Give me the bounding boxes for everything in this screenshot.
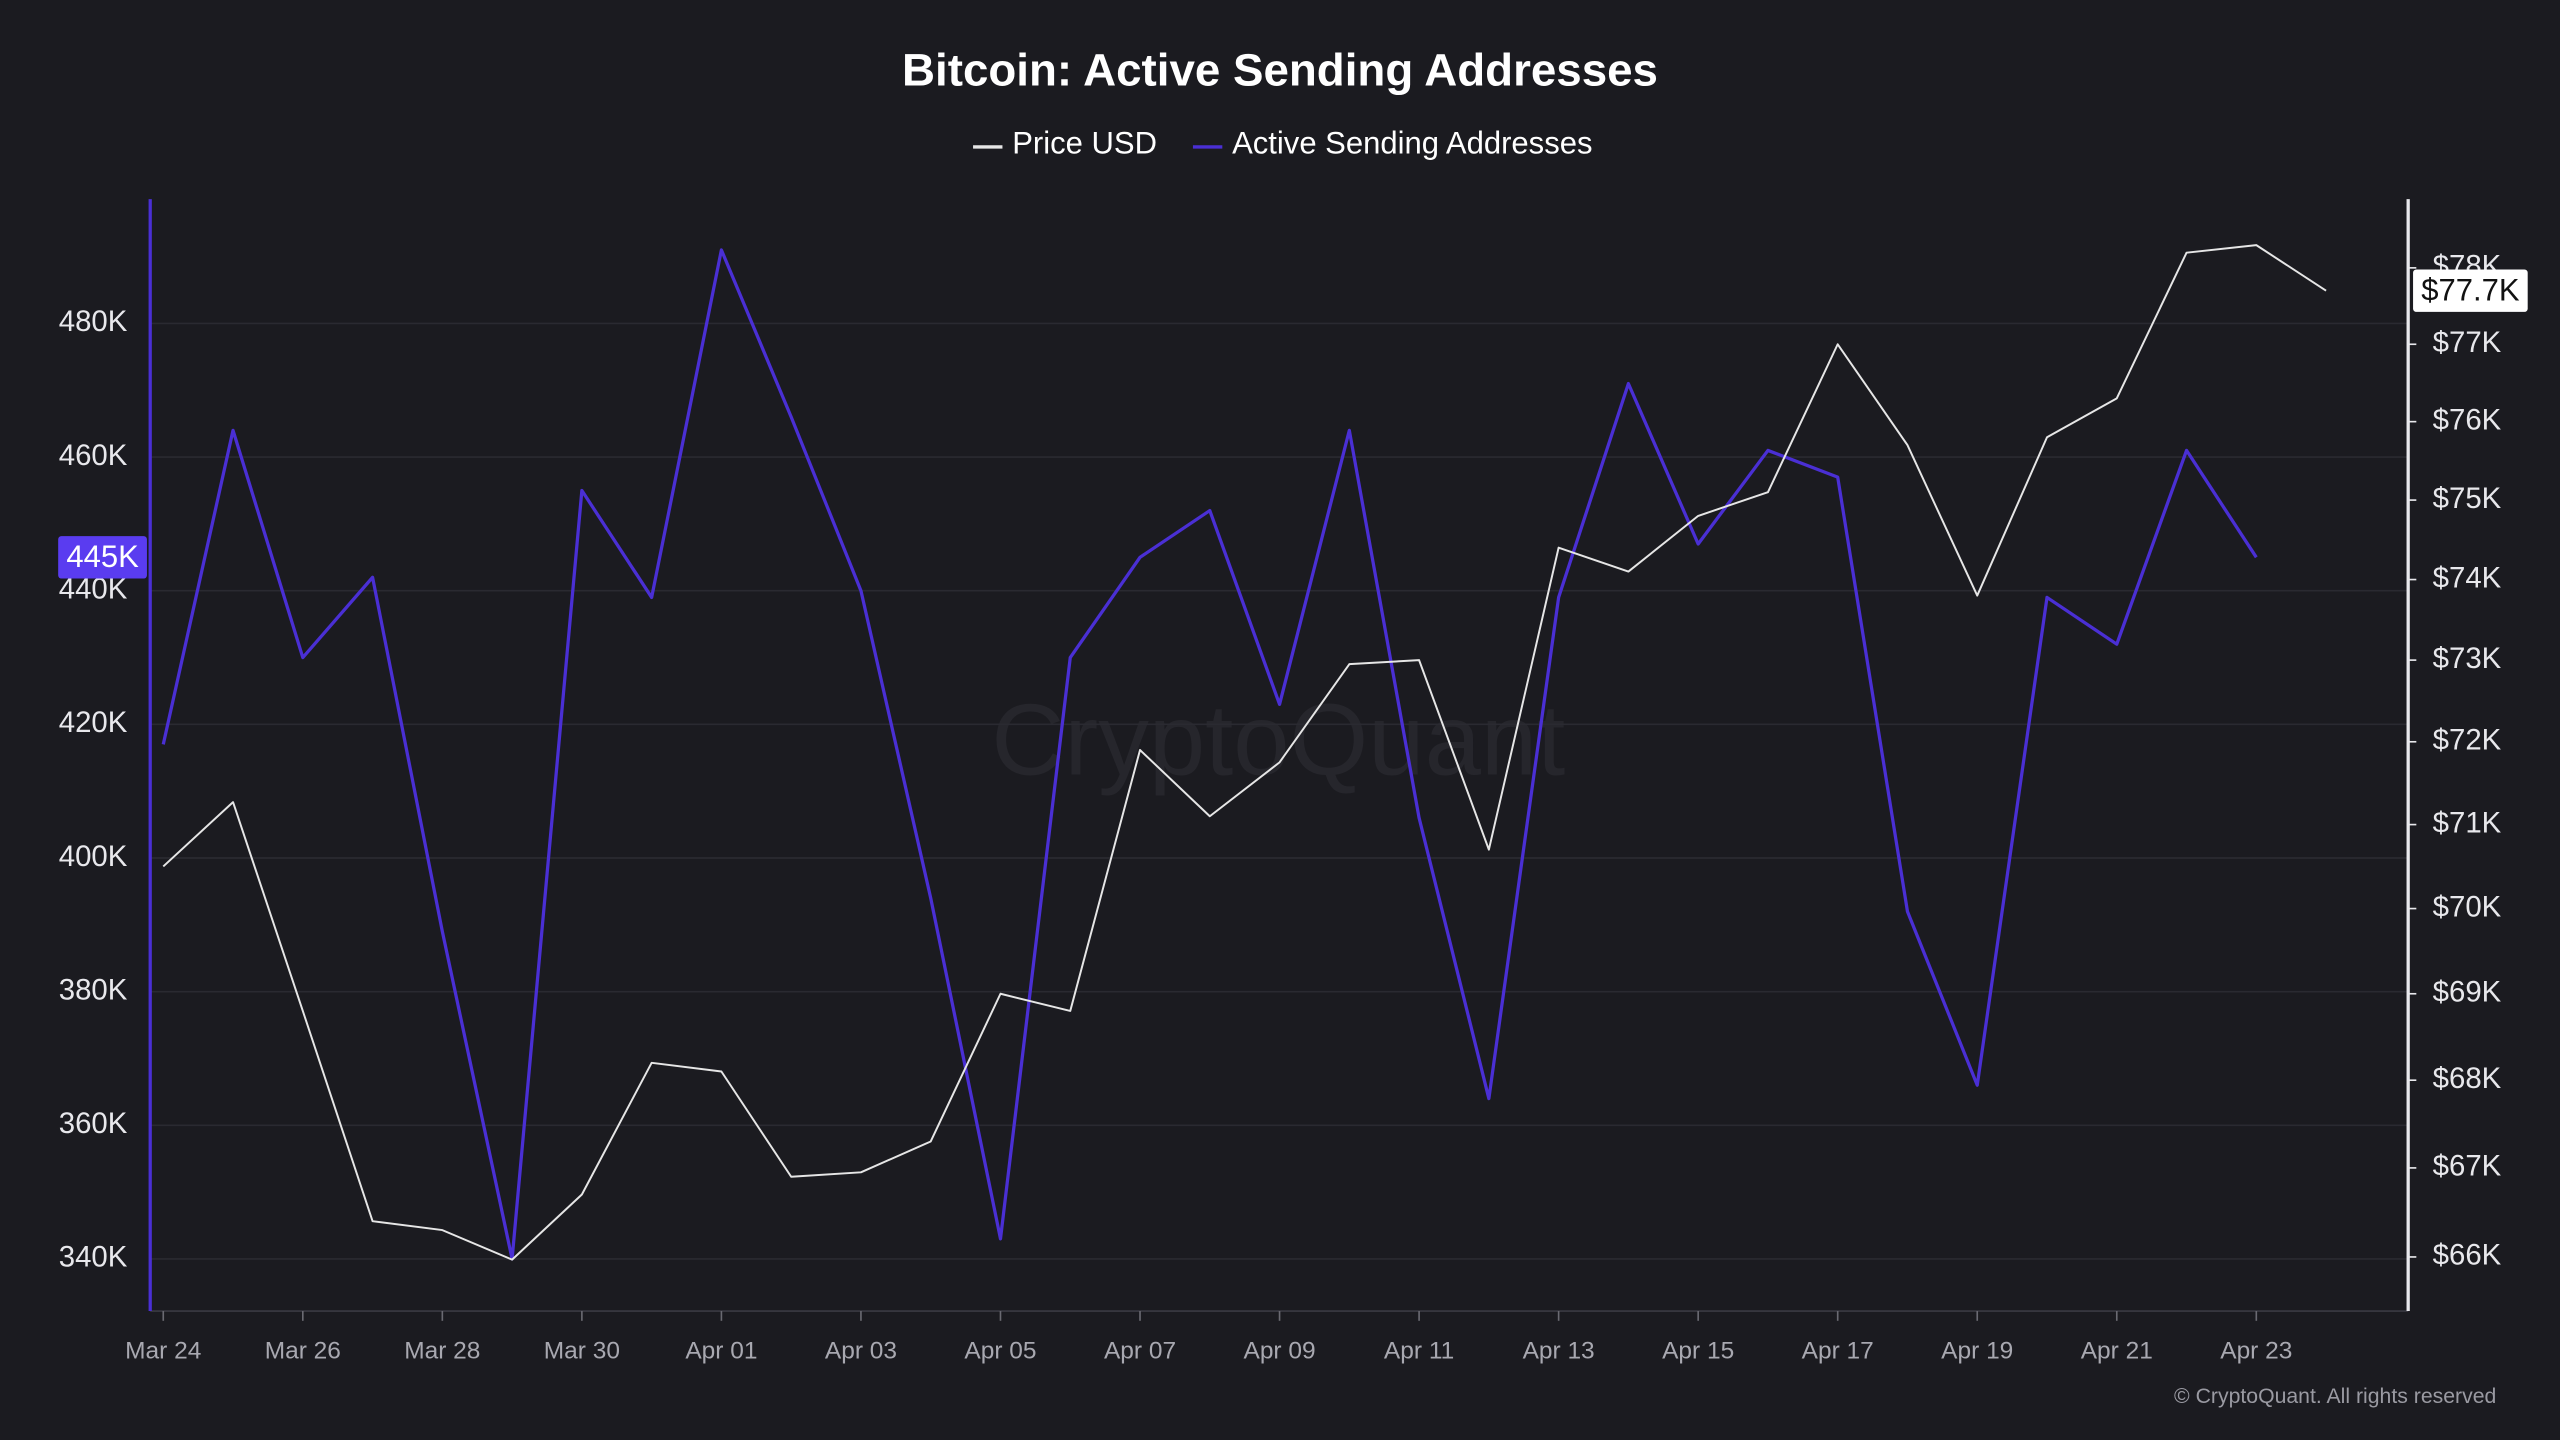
y-tick-label: 460K [59, 439, 128, 472]
x-tick-label: Apr 11 [1384, 1337, 1454, 1364]
badge-box [58, 536, 147, 579]
value-badge: $77.7K [2413, 269, 2528, 312]
x-tick-label: Apr 09 [1244, 1337, 1316, 1364]
value-label: $77.7K [2421, 272, 2520, 307]
x-tick-label: Mar 24 [125, 1337, 201, 1364]
credit: © CryptoQuant. All rights reserved [2174, 1385, 2496, 1408]
y2-tick-label: $68K [2433, 1062, 2502, 1095]
x-tick-label: Apr 17 [1802, 1337, 1874, 1364]
x-tick-label: Mar 28 [404, 1337, 480, 1364]
x-tick-label: Apr 05 [964, 1337, 1036, 1364]
y2-tick-label: $74K [2433, 561, 2502, 594]
y2-tick-label: $66K [2433, 1239, 2502, 1272]
y2-tick-label: $67K [2433, 1150, 2502, 1183]
x-tick-label: Apr 15 [1662, 1337, 1734, 1364]
legend: Price USD Active Sending Addresses [973, 125, 1592, 160]
y2-tick-label: $73K [2433, 642, 2502, 675]
legend-label: Active Sending Addresses [1232, 125, 1592, 160]
legend-label: Price USD [1012, 125, 1157, 160]
badge-box [2413, 269, 2528, 312]
x-tick-label: Mar 30 [544, 1337, 620, 1364]
y-tick-label: 360K [59, 1107, 128, 1140]
x-tick-label: Apr 01 [685, 1337, 757, 1364]
y2-tick-label: $76K [2433, 403, 2502, 436]
x-tick-label: Apr 03 [825, 1337, 897, 1364]
series-line [162, 244, 2327, 1261]
y2-tick-label: $70K [2433, 890, 2502, 923]
y-tick-label: 400K [59, 840, 128, 873]
x-tick-label: Apr 23 [2220, 1337, 2292, 1364]
x-tick-label: Apr 13 [1523, 1337, 1595, 1364]
x-tick-label: Mar 26 [265, 1337, 341, 1364]
y2-tick-label: $71K [2433, 806, 2502, 839]
chart-title: Bitcoin: Active Sending Addresses [902, 45, 1658, 96]
x-tick-label: Apr 19 [1941, 1337, 2013, 1364]
value-badge: 445K [58, 536, 147, 579]
y2-tick-label: $69K [2433, 976, 2502, 1009]
value-label: 445K [66, 539, 139, 574]
x-tick-label: Apr 07 [1104, 1337, 1176, 1364]
y2-tick-label: $72K [2433, 724, 2502, 757]
y2-tick-label: $77K [2433, 326, 2502, 359]
y-tick-label: 380K [59, 973, 128, 1006]
y2-tick-label: $75K [2433, 482, 2502, 515]
y-tick-label: 480K [59, 305, 128, 338]
x-tick-label: Apr 21 [2081, 1337, 2153, 1364]
y-tick-label: 420K [59, 706, 128, 739]
y-tick-label: 340K [59, 1241, 128, 1274]
